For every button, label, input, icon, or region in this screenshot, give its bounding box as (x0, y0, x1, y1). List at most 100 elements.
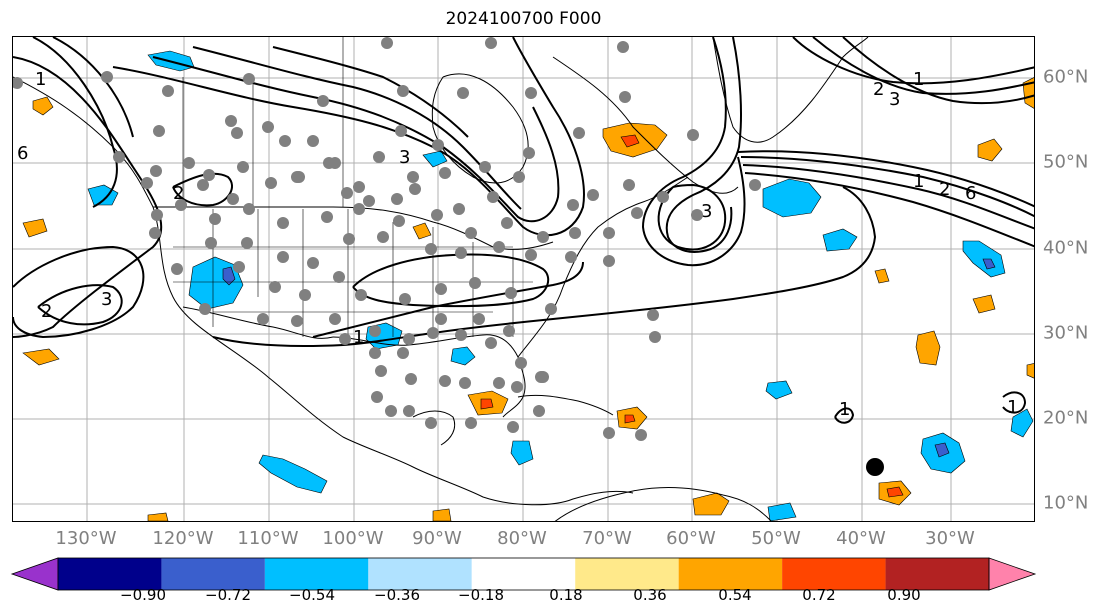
station-marker (657, 191, 669, 203)
station-marker (619, 91, 631, 103)
station-marker (649, 331, 661, 343)
station-marker (149, 227, 161, 239)
station-marker (565, 251, 577, 263)
station-marker (317, 95, 329, 107)
anomaly-patch (822, 228, 858, 252)
lat-label: 50°N (1043, 151, 1089, 173)
contour-label: 3 (701, 201, 712, 222)
anomaly-patch (972, 294, 996, 314)
contour-line (641, 37, 746, 267)
anomaly-patch (767, 502, 797, 521)
shaded-field (22, 50, 1034, 521)
station-marker (203, 169, 215, 181)
anomaly-patch (915, 330, 941, 366)
colorbar-tick-label: 0.72 (802, 586, 836, 604)
anomaly-patch (762, 178, 822, 218)
colorbar-extend-low (10, 557, 59, 591)
anomaly-patch (87, 184, 119, 206)
station-marker (343, 233, 355, 245)
lat-label: 60°N (1043, 66, 1089, 88)
station-marker (291, 171, 303, 183)
station-marker (439, 167, 451, 179)
anomaly-patch (32, 96, 54, 116)
contour-label: 3 (101, 289, 112, 310)
colorbar-tick-label: 0.36 (633, 586, 667, 604)
colorbar-frame (57, 557, 990, 591)
anomaly-patch (480, 398, 494, 410)
station-marker (409, 183, 421, 195)
storm-marker (866, 458, 884, 476)
station-marker (369, 325, 381, 337)
station-marker (227, 193, 239, 205)
colorbar-tick-label: −0.36 (374, 586, 420, 604)
colorbar-tick-label: −0.18 (458, 586, 504, 604)
station-marker (371, 391, 383, 403)
station-marker (262, 121, 274, 133)
contour-line (312, 261, 584, 338)
station-marker (432, 139, 444, 151)
station-marker (435, 283, 447, 295)
station-markers (13, 37, 761, 441)
lon-label: 40°W (836, 528, 886, 549)
station-marker (425, 417, 437, 429)
anomaly-patch (22, 348, 60, 366)
station-marker (431, 209, 443, 221)
station-marker (363, 195, 375, 207)
station-marker (150, 165, 162, 177)
station-marker (307, 135, 319, 147)
station-marker (397, 85, 409, 97)
station-marker (567, 199, 579, 211)
station-marker (399, 293, 411, 305)
station-marker (241, 237, 253, 249)
contour-line (152, 56, 560, 223)
station-marker (439, 375, 451, 387)
colorbar-segment (782, 558, 886, 590)
colorbar-tick-label: 0.18 (549, 586, 583, 604)
station-marker (485, 337, 497, 349)
station-marker (603, 227, 615, 239)
station-marker (513, 171, 525, 183)
anomaly-patch (432, 508, 452, 521)
lon-label: 120°W (152, 528, 214, 549)
anomaly-patch (1010, 408, 1034, 438)
contour-labels: 1 2 3 6 1 2 3 1 2 3 6 1 2 3 1 1 (17, 69, 1018, 420)
anomaly-patch (1026, 363, 1034, 379)
contour-line (272, 46, 469, 138)
anomaly-patch (258, 454, 328, 494)
station-marker (469, 277, 481, 289)
station-marker (307, 257, 319, 269)
colorbar-segment (58, 558, 162, 590)
station-marker (485, 37, 497, 49)
station-marker (425, 243, 437, 255)
station-marker (603, 427, 615, 439)
greenland-coast (712, 37, 869, 143)
hudson-bay-coast (431, 73, 529, 184)
station-marker (339, 333, 351, 345)
station-marker (465, 227, 477, 239)
station-marker (375, 365, 387, 377)
station-marker (587, 189, 599, 201)
contour-line (352, 253, 550, 308)
anomaly-patch (982, 258, 996, 270)
station-marker (487, 191, 499, 203)
lat-label: 40°N (1043, 237, 1089, 259)
station-marker (205, 237, 217, 249)
colorbar-tick-label: −0.72 (205, 586, 251, 604)
anomaly-patch (624, 414, 636, 424)
station-marker (435, 313, 447, 325)
lon-label: 60°W (666, 528, 716, 549)
station-marker (537, 371, 549, 383)
station-marker (623, 179, 635, 191)
contour-line (37, 284, 123, 326)
lon-label: 70°W (582, 528, 632, 549)
contour-line (842, 37, 1034, 105)
colorbar-segment (678, 558, 783, 590)
station-marker (403, 333, 415, 345)
station-marker (631, 207, 643, 219)
station-marker (537, 231, 549, 243)
station-marker (269, 281, 281, 293)
station-marker (393, 215, 405, 227)
colorbar-segment (885, 558, 989, 590)
anomaly-patch (886, 486, 904, 498)
